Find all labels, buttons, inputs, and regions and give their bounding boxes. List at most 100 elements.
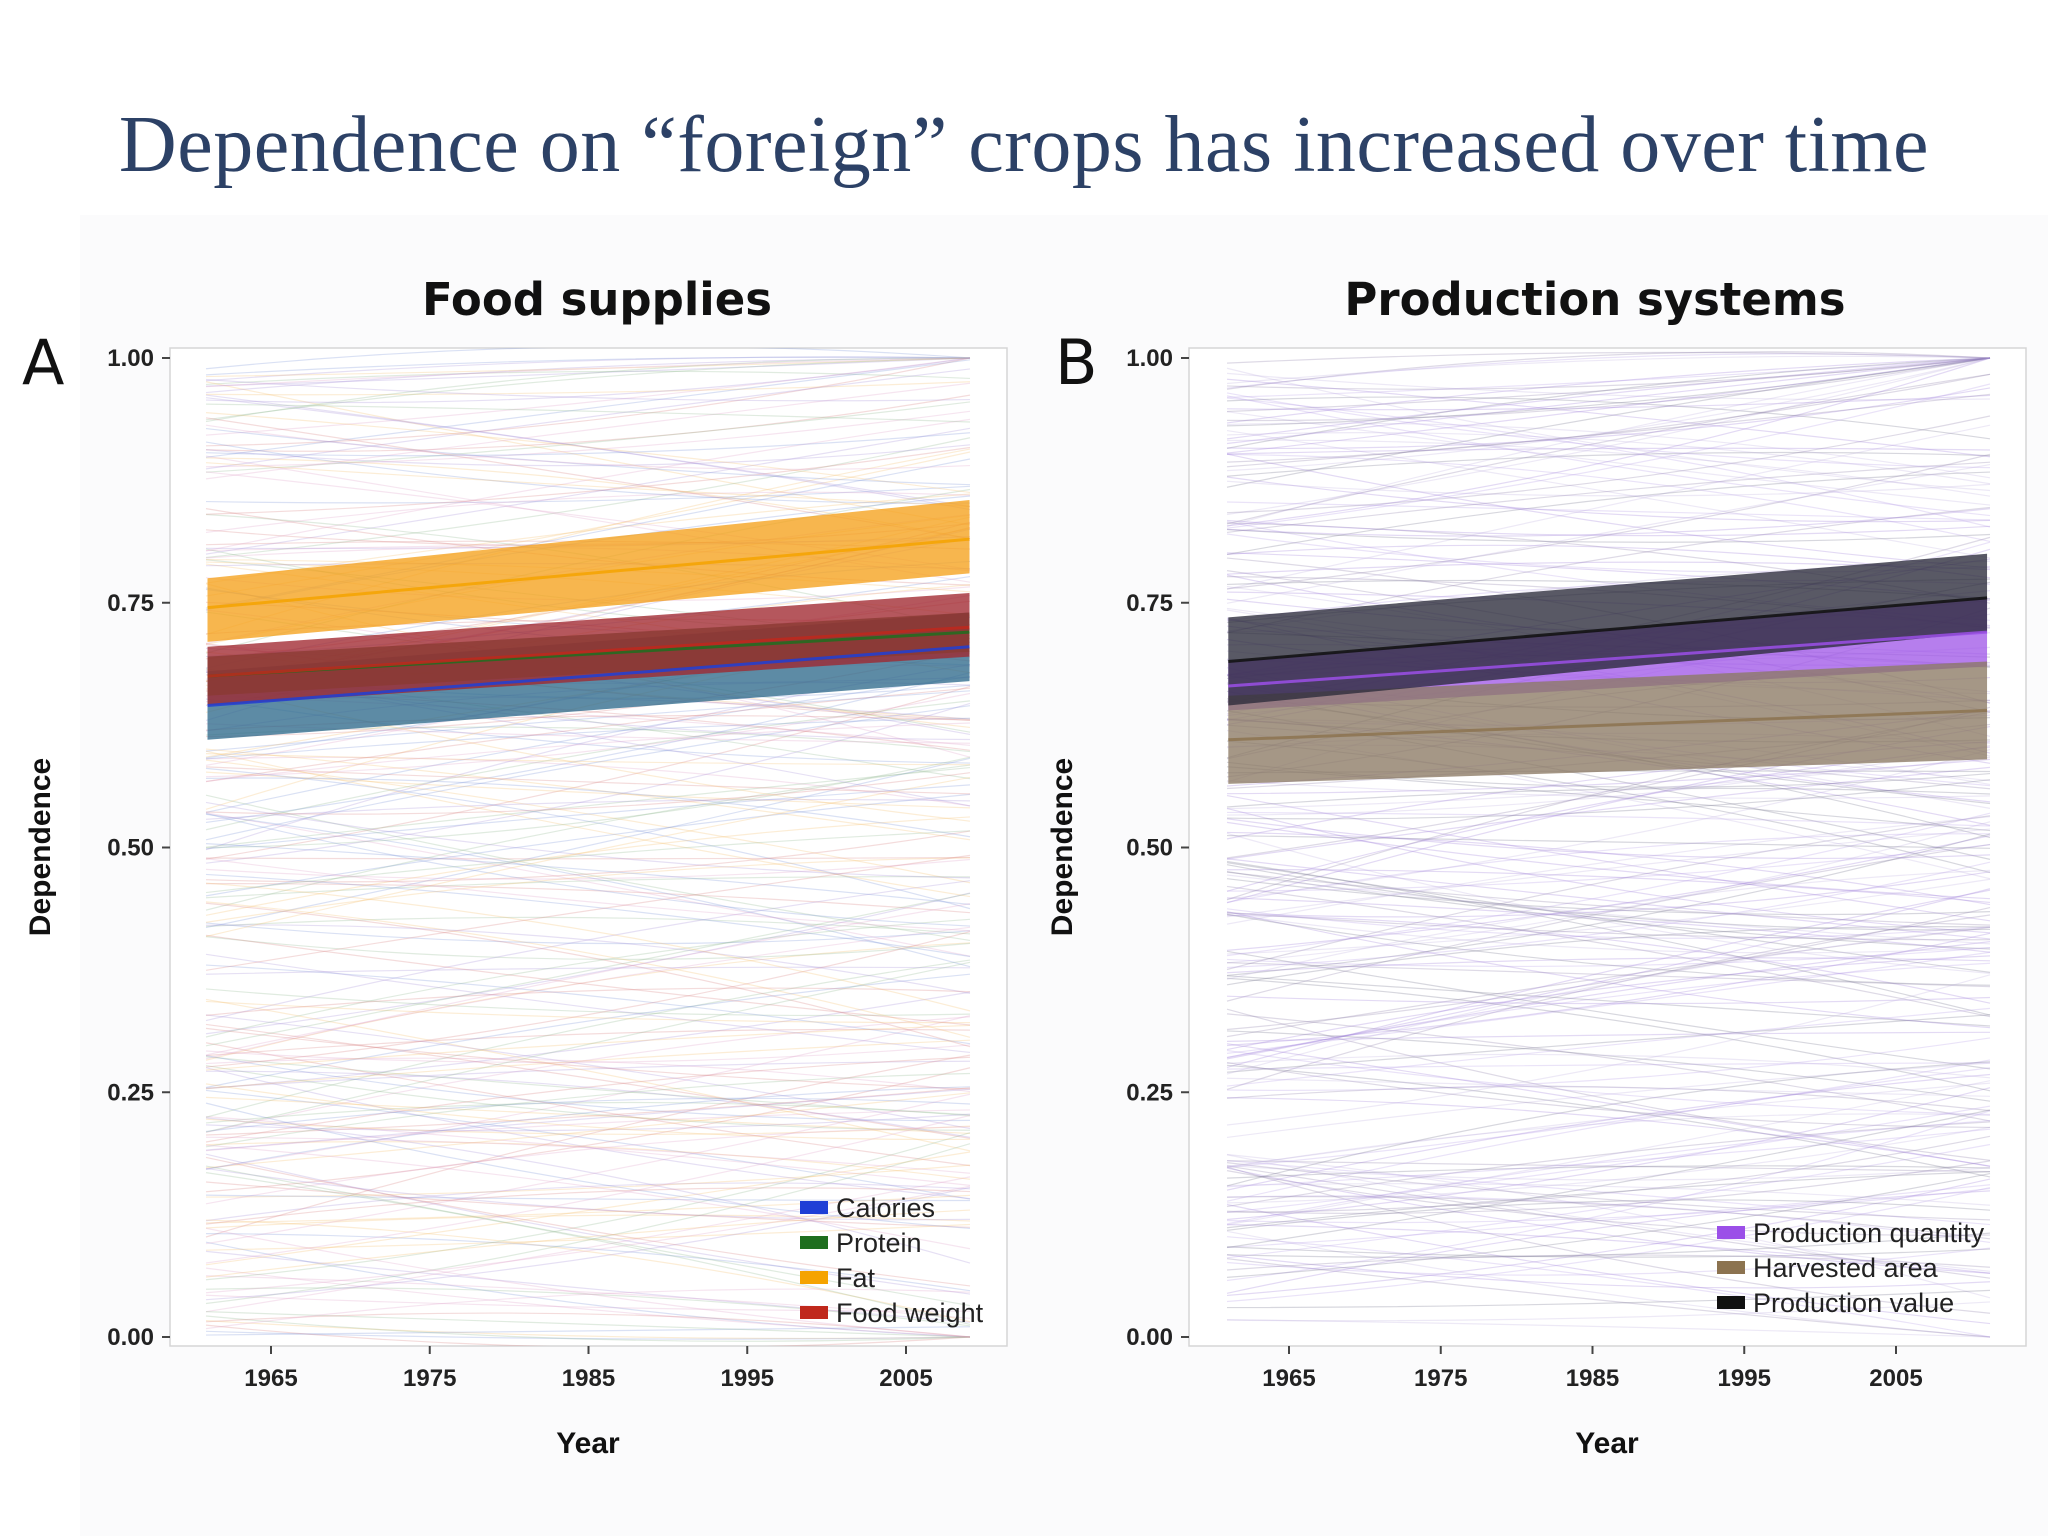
background-trend-line [1226, 383, 1991, 529]
background-trend-line [1226, 1171, 1991, 1229]
background-trend-line [205, 1055, 971, 1122]
background-trend-line [1226, 461, 1991, 534]
background-trend-line [205, 1014, 971, 1130]
background-trend-line [1226, 357, 1991, 449]
background-trend-line [205, 1083, 971, 1141]
background-trend-line [205, 883, 971, 914]
background-trend-line [1226, 878, 1991, 916]
panel-b-legend: Production quantity Harvested area Product… [1717, 1218, 1985, 1318]
background-trend-line [205, 1151, 971, 1266]
background-trend-line [1226, 1319, 1991, 1338]
background-trend-line [205, 394, 971, 452]
panel-a-y-axis-title: Dependence [24, 758, 57, 936]
background-trend-line [1226, 818, 1991, 860]
background-trend-line [1226, 508, 1991, 537]
background-trend-line [205, 1070, 971, 1138]
background-trend-line [1226, 844, 1991, 892]
background-trend-line [205, 1118, 971, 1135]
background-trend-line [1226, 387, 1991, 450]
background-trend-line [1226, 888, 1991, 1060]
background-trend-line [1226, 977, 1991, 1092]
background-trend-line [1226, 1067, 1991, 1202]
background-trend-line [1226, 766, 1991, 860]
background-trend-line [1226, 1080, 1991, 1226]
background-trend-line [205, 876, 971, 899]
panel-a-title: Food supplies [422, 273, 772, 326]
x-tick-label: 1985 [1566, 1365, 1619, 1392]
x-tick-label: 1965 [1262, 1365, 1315, 1392]
panel-a-letter: A [22, 326, 64, 399]
background-trend-line [1226, 821, 1991, 964]
background-trend-line [1226, 831, 1991, 906]
background-trend-line [205, 902, 971, 1048]
background-trend-line [1226, 1199, 1991, 1231]
background-trend-line [205, 1194, 971, 1202]
background-trend-line [205, 764, 971, 911]
background-trend-line [1226, 1030, 1991, 1102]
background-trend-line [1226, 1087, 1991, 1221]
background-trend-line [1226, 862, 1991, 973]
background-trend-line [205, 1233, 971, 1292]
background-trend-line [205, 381, 971, 526]
background-trend-line [205, 766, 971, 848]
background-trend-line [205, 759, 971, 884]
y-tick-label: 0.75 [1126, 590, 1173, 617]
background-trend-line [1226, 1167, 1991, 1274]
x-tick-label: 1995 [1718, 1365, 1771, 1392]
background-trend-line [205, 959, 971, 1118]
background-trend-line [205, 1000, 971, 1024]
background-trend-line [1226, 1110, 1991, 1282]
background-trend-line [205, 1056, 971, 1143]
background-trend-line [1226, 1165, 1991, 1179]
background-trend-line [1226, 1105, 1991, 1213]
background-trend-line [1226, 424, 1991, 590]
background-trend-line [205, 722, 971, 782]
y-tick-label: 0.50 [1126, 835, 1173, 862]
background-trend-line [1226, 1178, 1991, 1297]
background-trend-line [1226, 429, 1991, 559]
y-tick-label: 0.00 [1126, 1324, 1173, 1351]
background-trend-line [205, 1209, 971, 1278]
background-trend-line [205, 1275, 971, 1319]
background-trend-line [1226, 357, 1991, 440]
panel-b-series [1228, 553, 1988, 784]
background-trend-line [205, 1028, 971, 1057]
background-trend-line [205, 1136, 971, 1174]
background-trend-line [1226, 821, 1991, 900]
slide-title: Dependence on “foreign” crops has increa… [118, 101, 1930, 189]
background-trend-line [205, 1167, 971, 1221]
background-trend-line [205, 1057, 971, 1093]
background-trend-line [205, 988, 971, 1017]
background-trend-line [1226, 1007, 1991, 1087]
background-trend-line [205, 892, 971, 1047]
background-trend-line [1226, 1246, 1991, 1258]
background-trend-line [205, 942, 971, 1061]
panel-a-series [207, 499, 970, 740]
background-trend-line [1226, 357, 1991, 422]
background-trend-line [1226, 1082, 1991, 1168]
background-trend-line [205, 1054, 971, 1238]
background-trend-line [1226, 974, 1991, 1126]
background-trend-line [205, 444, 971, 467]
background-trend-line [1226, 1165, 1991, 1279]
background-trend-line [205, 924, 971, 995]
background-trend-line [205, 418, 971, 552]
background-trend-line [1226, 1166, 1991, 1314]
x-tick-label: 1985 [562, 1365, 615, 1392]
background-trend-line [1226, 843, 1991, 1002]
background-trend-line [1226, 1119, 1991, 1225]
background-trend-line [1226, 1043, 1991, 1167]
background-trend-line [205, 1312, 971, 1338]
background-trend-line [1226, 357, 1991, 398]
background-trend-line [205, 858, 971, 880]
legend-label: Production quantity [1753, 1218, 1985, 1248]
background-trend-line [1226, 432, 1991, 485]
background-trend-line [1226, 1160, 1991, 1214]
background-trend-line [205, 1060, 971, 1089]
background-trend-line [1226, 833, 1991, 977]
background-trend-line [1226, 871, 1991, 918]
background-trend-line [1226, 833, 1991, 903]
panel-a-x-axis: 1965 1975 1985 1995 2005 [244, 1346, 933, 1392]
background-trend-line [1226, 422, 1991, 479]
background-trend-line [1226, 1172, 1991, 1278]
